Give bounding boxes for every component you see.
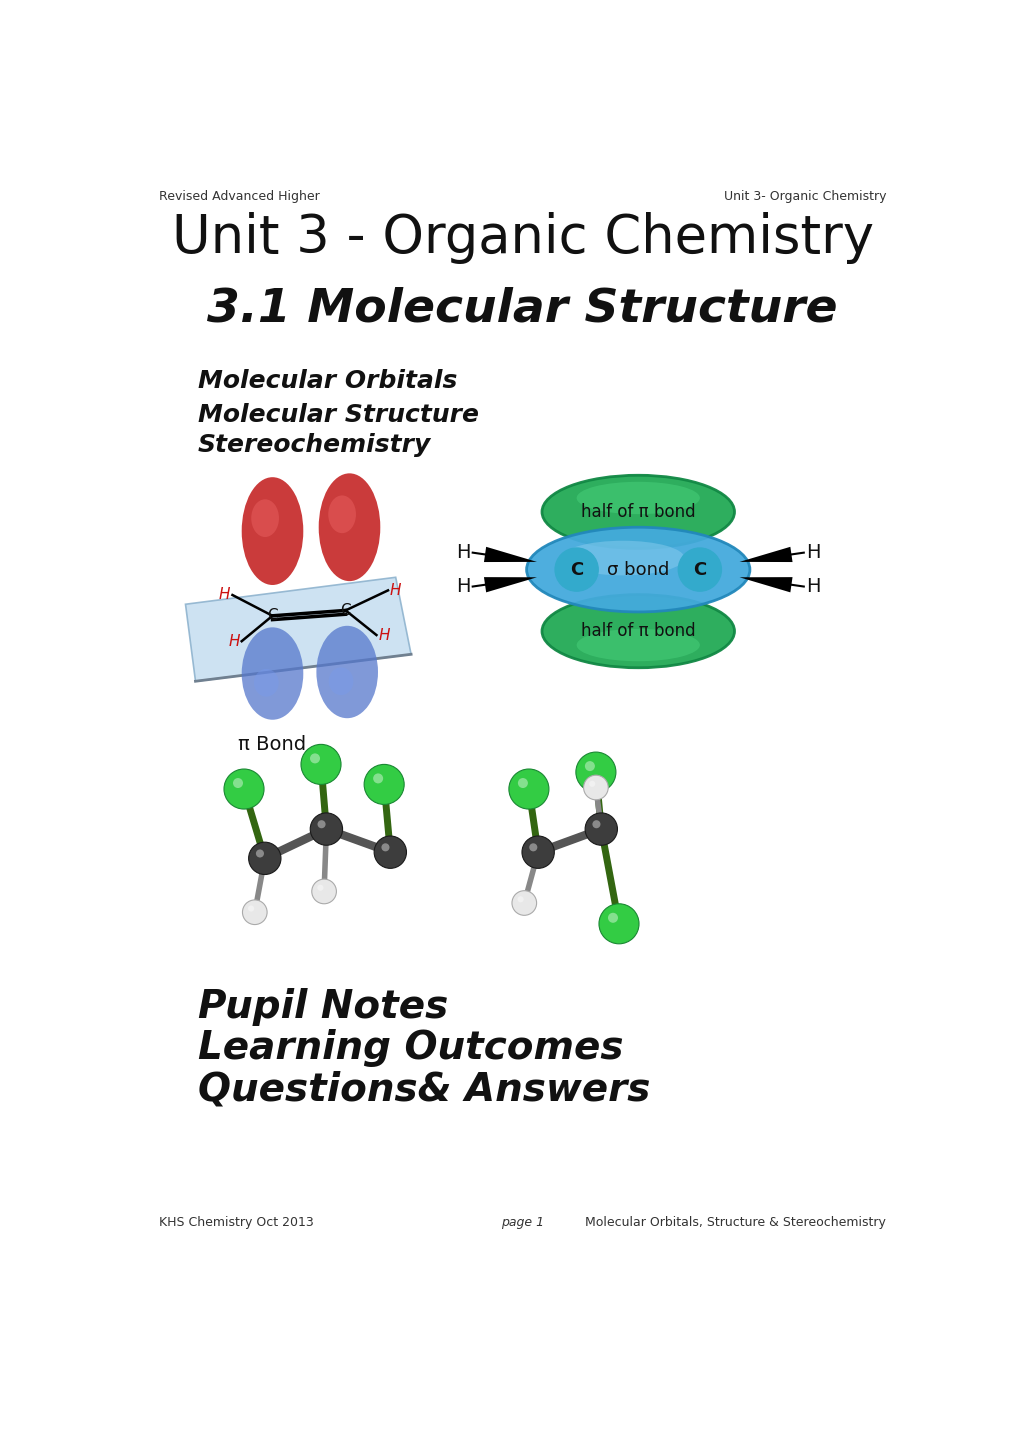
Text: half of π bond: half of π bond [581, 622, 695, 640]
Ellipse shape [526, 528, 749, 611]
Text: Learning Outcomes: Learning Outcomes [198, 1030, 623, 1067]
Circle shape [301, 744, 340, 784]
Text: σ bond: σ bond [606, 561, 668, 578]
Text: H: H [389, 583, 401, 598]
Ellipse shape [328, 496, 356, 534]
Circle shape [508, 769, 548, 809]
Polygon shape [483, 577, 536, 593]
Ellipse shape [541, 594, 734, 668]
Text: C: C [267, 609, 277, 623]
Text: H: H [455, 544, 470, 562]
Text: KHS Chemistry Oct 2013: KHS Chemistry Oct 2013 [159, 1217, 314, 1230]
Text: H: H [228, 633, 239, 649]
Circle shape [585, 813, 616, 845]
Circle shape [381, 844, 389, 851]
Polygon shape [739, 577, 792, 593]
Polygon shape [185, 577, 411, 681]
Text: C: C [570, 561, 583, 578]
Circle shape [232, 779, 243, 787]
Circle shape [518, 779, 528, 787]
Text: half of π bond: half of π bond [581, 503, 695, 521]
Text: C: C [693, 561, 706, 578]
Circle shape [256, 849, 264, 858]
Circle shape [224, 769, 264, 809]
Circle shape [592, 820, 600, 828]
Ellipse shape [251, 499, 278, 536]
Circle shape [317, 885, 323, 891]
Circle shape [317, 820, 325, 828]
Ellipse shape [242, 477, 303, 585]
Ellipse shape [254, 669, 278, 696]
Circle shape [249, 842, 280, 874]
Circle shape [583, 776, 607, 800]
Text: Unit 3- Organic Chemistry: Unit 3- Organic Chemistry [723, 190, 886, 203]
Circle shape [678, 548, 720, 591]
Text: page 1: page 1 [500, 1217, 544, 1230]
Ellipse shape [318, 473, 380, 581]
Text: H: H [219, 587, 230, 603]
Ellipse shape [576, 482, 699, 515]
Ellipse shape [576, 629, 699, 662]
Circle shape [589, 780, 595, 787]
Circle shape [554, 548, 597, 591]
Circle shape [522, 836, 553, 868]
Circle shape [576, 753, 615, 792]
Text: Questions& Answers: Questions& Answers [198, 1071, 649, 1109]
Text: Revised Advanced Higher: Revised Advanced Higher [159, 190, 320, 203]
Circle shape [584, 761, 594, 771]
Circle shape [529, 844, 537, 851]
Ellipse shape [560, 541, 684, 575]
Circle shape [243, 900, 267, 924]
Text: π Bond: π Bond [238, 735, 307, 754]
Text: Pupil Notes: Pupil Notes [198, 988, 447, 1025]
Ellipse shape [242, 627, 303, 720]
Text: Stereochemistry: Stereochemistry [198, 433, 431, 457]
Circle shape [310, 753, 320, 763]
Circle shape [517, 897, 523, 903]
Text: Unit 3 - Organic Chemistry: Unit 3 - Organic Chemistry [171, 212, 873, 264]
Circle shape [374, 836, 407, 868]
Circle shape [512, 891, 536, 916]
Ellipse shape [541, 476, 734, 548]
Text: Molecular Orbitals, Structure & Stereochemistry: Molecular Orbitals, Structure & Stereoch… [585, 1217, 886, 1230]
Circle shape [248, 906, 254, 911]
Text: H: H [455, 577, 470, 596]
Circle shape [312, 880, 336, 904]
Ellipse shape [328, 668, 353, 695]
Text: C: C [340, 603, 351, 619]
Text: H: H [805, 544, 819, 562]
Circle shape [373, 773, 383, 783]
Polygon shape [739, 547, 792, 562]
Ellipse shape [316, 626, 378, 718]
Circle shape [310, 813, 342, 845]
Text: Molecular Orbitals: Molecular Orbitals [198, 369, 457, 394]
Circle shape [598, 904, 638, 945]
Polygon shape [483, 547, 536, 562]
Text: Molecular Structure: Molecular Structure [198, 402, 478, 427]
Circle shape [607, 913, 618, 923]
Text: H: H [805, 577, 819, 596]
Text: 3.1 Molecular Structure: 3.1 Molecular Structure [207, 287, 838, 332]
Text: H: H [378, 627, 389, 643]
Circle shape [364, 764, 404, 805]
